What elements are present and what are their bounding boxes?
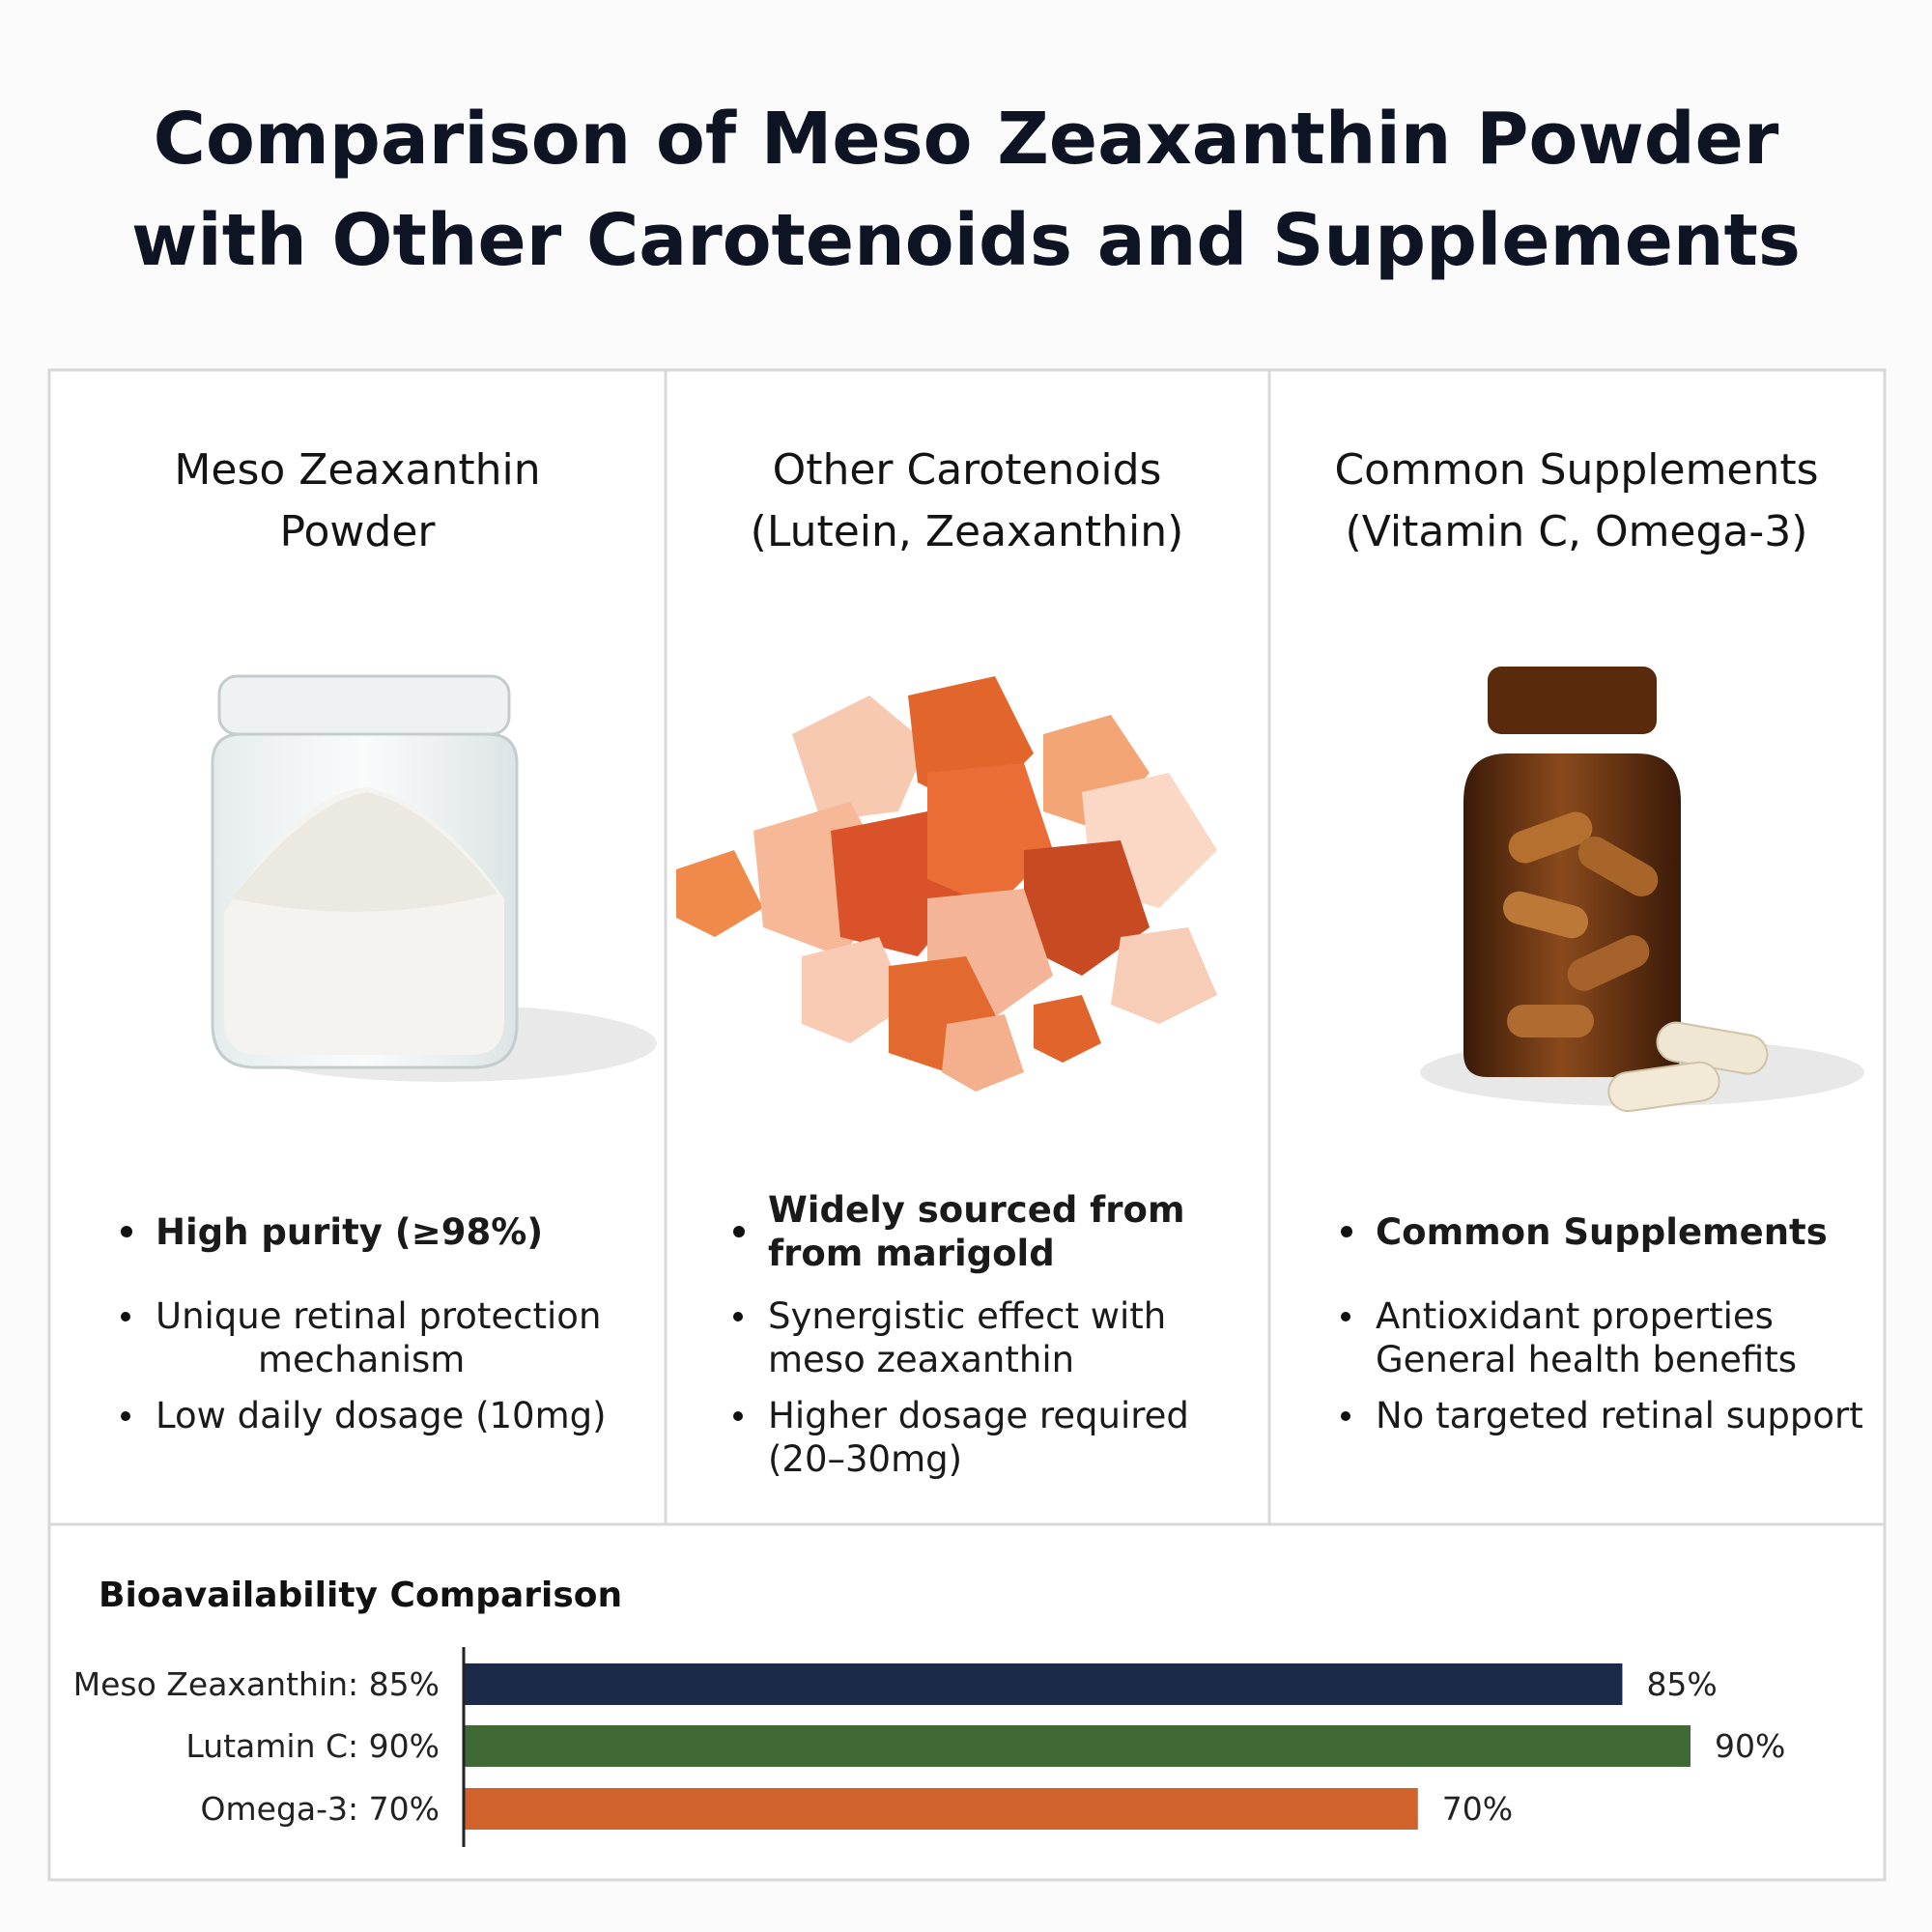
title-line: Comparison of Meso Zeaxanthin Powder [153,98,1779,181]
bullet-line: Common Supplements [1376,1210,1828,1253]
supplement-bottle-image [1420,667,1864,1113]
bullet-line: Unique retinal protection [156,1295,602,1337]
column-heading: Meso Zeaxanthin Powder [68,440,647,563]
carotenoid-crystals-image [676,676,1217,1092]
bar [464,1663,1623,1705]
column-heading: Other Carotenoids (Lutein, Zeaxanthin) [677,440,1257,563]
bullet-item: Widely sourced from from marigold [733,1180,1274,1283]
powder-jar-image [211,674,657,1082]
bullet-line: meso zeaxanthin [768,1339,1075,1380]
bullet-item: Higher dosage required (20–30mg) [733,1394,1274,1481]
category-label: Omega-3: 70% [201,1790,440,1828]
bar [464,1725,1690,1767]
column-heading: Common Supplements (Vitamin C, Omega-3) [1287,440,1866,563]
heading-line: (Lutein, Zeaxanthin) [750,507,1184,556]
value-label: 85% [1646,1665,1717,1703]
bullet-line: No targeted retinal support [1376,1395,1863,1436]
bullet-item: High purity (≥98%) [121,1180,662,1283]
bullet-list: Widely sourced from from marigold Synergis… [733,1180,1274,1493]
value-label: 70% [1442,1790,1513,1828]
bullet-line: mechanism [258,1339,466,1380]
bullet-line: (20–30mg) [768,1438,963,1480]
panel-frame [47,368,1887,1882]
title-line: with Other Carotenoids and Supplements [131,199,1801,282]
bullet-item: No targeted retinal support [1341,1394,1882,1437]
heading-line: Other Carotenoids [772,445,1162,495]
chart-title: Bioavailability Comparison [99,1576,622,1615]
heading-line: (Vitamin C, Omega-3) [1345,507,1808,556]
bullet-item: Antioxidant properties General health ben… [1341,1294,1882,1381]
page-title: Comparison of Meso Zeaxanthin Powder with… [0,89,1932,292]
heading-line: Meso Zeaxanthin [174,445,541,495]
bullet-line: High purity (≥98%) [156,1210,544,1253]
bullet-line: Higher dosage required [768,1395,1189,1436]
bullet-line: General health benefits [1376,1339,1798,1380]
bullet-line: from marigold [768,1233,1055,1274]
heading-line: Powder [279,507,436,556]
bullet-line: Widely sourced from [768,1189,1185,1231]
bullet-item: Common Supplements [1341,1180,1882,1283]
bullet-list: High purity (≥98%) Unique retinal protect… [121,1180,662,1450]
category-label: Meso Zeaxanthin: 85% [73,1665,440,1703]
bullet-item: Synergistic effect with meso zeaxanthin [733,1294,1274,1381]
heading-line: Common Supplements [1334,445,1819,495]
bullet-line: Low daily dosage (10mg) [156,1395,607,1436]
bullet-item: Unique retinal protection mechanism [121,1294,662,1381]
bullet-list: Common Supplements Antioxidant properties… [1341,1180,1882,1450]
bullet-line: Antioxidant properties [1376,1295,1774,1337]
value-label: 90% [1715,1727,1785,1765]
bullet-item: Low daily dosage (10mg) [121,1394,662,1437]
bar [464,1788,1418,1830]
bullet-line: Synergistic effect with [768,1295,1167,1337]
bar-chart: Meso Zeaxanthin: 85% 85% Lutamin C: 90% 90%… [73,1647,1785,1847]
category-label: Lutamin C: 90% [185,1727,440,1765]
